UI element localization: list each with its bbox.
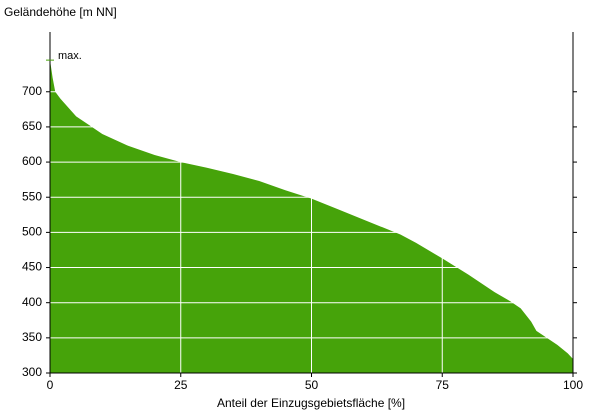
- y-tick-label: 650: [22, 119, 42, 133]
- x-tick-label: 75: [436, 378, 450, 392]
- y-tick-label: 600: [22, 154, 42, 168]
- x-axis-label: Anteil der Einzugsgebietsfläche [%]: [217, 396, 405, 410]
- x-tick-label: 25: [174, 378, 188, 392]
- x-tick-label: 50: [305, 378, 319, 392]
- x-tick-label: 100: [563, 378, 583, 392]
- y-tick-label: 550: [22, 189, 42, 203]
- y-tick-label: 300: [22, 365, 42, 379]
- y-tick-label: 350: [22, 330, 42, 344]
- annotation: max.: [58, 50, 82, 62]
- y-tick-label: 700: [22, 84, 42, 98]
- y-tick-label: 500: [22, 225, 42, 239]
- y-tick-label: 450: [22, 260, 42, 274]
- x-tick-label: 0: [47, 378, 54, 392]
- y-tick-label: 400: [22, 295, 42, 309]
- y-axis-label: Geländehöhe [m NN]: [4, 5, 117, 19]
